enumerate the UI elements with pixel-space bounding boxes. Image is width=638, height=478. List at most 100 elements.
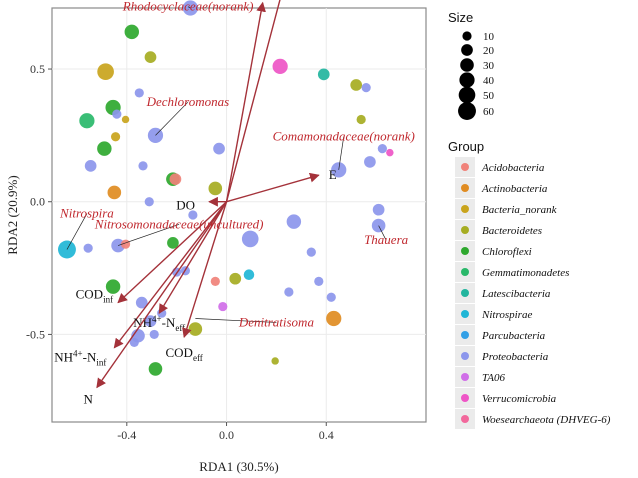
env-vector-label: DO	[176, 198, 195, 213]
taxon-point	[356, 114, 366, 125]
env-vector-label: E	[329, 167, 337, 182]
taxon-point	[314, 276, 324, 286]
size-legend-key	[462, 31, 472, 41]
size-legend-key	[460, 58, 474, 72]
taxon-point	[144, 197, 154, 207]
group-legend-key	[461, 394, 469, 402]
taxon-point	[148, 362, 163, 376]
taxon-point	[110, 132, 121, 142]
taxon-label-pointer	[378, 225, 387, 241]
taxon-point	[272, 58, 288, 74]
env-vector-arrow	[226, 172, 320, 203]
group-legend-label: Woesearchaeota (DHVEG-6)	[482, 414, 611, 426]
taxon-point	[188, 322, 203, 336]
env-vector-arrow	[117, 201, 228, 304]
taxon-point	[138, 161, 148, 171]
x-axis-title: RDA1 (30.5%)	[199, 459, 278, 474]
group-legend-label: Latescibacteria	[481, 288, 551, 300]
taxon-point	[124, 24, 140, 40]
group-legend-label: Verrucomicrobia	[482, 393, 557, 405]
env-vector-arrow	[225, 1, 266, 202]
taxon-point	[386, 148, 394, 157]
group-legend-label: Actinobacteria	[481, 183, 548, 195]
taxon-label-pointer	[338, 136, 345, 170]
group-legend-label: Nitrospirae	[481, 309, 532, 321]
taxon-point	[218, 301, 228, 312]
taxon-point	[169, 173, 182, 186]
taxon-point	[97, 141, 112, 156]
group-legend-key	[461, 331, 469, 339]
y-axis-title: RDA2 (20.9%)	[5, 175, 20, 254]
size-legend-label: 20	[483, 45, 495, 57]
env-vector-label: N	[83, 392, 93, 407]
group-legend-label: Bacteria_norank	[482, 204, 558, 216]
group-legend-label: Acidobacteria	[481, 162, 545, 174]
size-legend-key	[458, 102, 476, 120]
y-tick-label: 0.5	[30, 62, 45, 76]
taxa-points	[58, 0, 394, 376]
group-legend-title: Group	[448, 139, 484, 154]
taxon-point	[79, 113, 95, 129]
taxon-point	[83, 243, 93, 253]
taxon-point	[121, 115, 130, 124]
env-vector-label: CODinf	[76, 287, 113, 305]
taxon-label: Comamonadaceae(norank)	[273, 129, 415, 144]
y-tick-label: 0.0	[30, 195, 45, 209]
taxon-label: Nitrospira	[59, 206, 114, 221]
env-vector-arrow	[96, 201, 228, 389]
taxon-point	[135, 296, 148, 309]
taxon-point	[377, 144, 387, 154]
group-legend-key	[461, 247, 469, 255]
taxon-point	[271, 357, 279, 365]
group-legend: Group Acidobacteria Actinobacteria Bacteri…	[448, 139, 611, 429]
group-legend-label: Chloroflexi	[482, 246, 532, 258]
size-legend-label: 40	[483, 75, 495, 87]
taxon-point	[364, 156, 376, 168]
taxon-point	[105, 279, 121, 294]
taxon-point	[326, 310, 342, 327]
taxon-point	[210, 276, 220, 286]
size-legend-label: 60	[483, 106, 495, 118]
x-tick-label: 0.4	[319, 428, 334, 442]
env-vector-arrow	[225, 0, 281, 202]
taxon-point	[213, 142, 225, 155]
taxon-point	[149, 329, 159, 340]
taxon-point	[144, 51, 157, 63]
taxon-point	[167, 237, 179, 249]
taxon-point	[317, 68, 330, 81]
group-legend-key	[461, 289, 469, 297]
taxon-label: Denitratisoma	[238, 314, 315, 329]
group-legend-label: Proteobacteria	[481, 351, 549, 363]
taxon-point	[361, 83, 371, 93]
size-legend-title: Size	[448, 10, 473, 25]
taxon-point	[229, 272, 242, 285]
taxon-point	[107, 185, 122, 200]
x-tick-label: 0.0	[219, 428, 234, 442]
size-legend-label: 30	[483, 60, 495, 72]
taxon-label: Nitrosomonadaceae(uncultured)	[94, 216, 264, 231]
taxon-label-pointer	[155, 101, 189, 136]
taxon-label-pointer	[195, 318, 277, 323]
group-legend-label: Bacteroidetes	[482, 225, 542, 237]
size-legend-key	[459, 72, 475, 88]
taxon-label: Rhodocyclaceae(norank)	[122, 0, 254, 14]
x-tick-label: -0.4	[117, 428, 136, 442]
size-legend-key	[458, 86, 476, 104]
group-legend-key	[461, 205, 469, 213]
group-legend-key	[461, 310, 469, 318]
group-legend-key	[461, 184, 469, 192]
plot-panel	[51, 7, 427, 423]
taxon-label-pointer	[66, 213, 88, 250]
size-legend: Size 10 20 30 40 50 60	[448, 10, 495, 120]
group-legend-label: Gemmatimonadetes	[482, 267, 569, 279]
taxon-point	[326, 292, 336, 302]
taxon-point	[350, 79, 363, 91]
taxon-label-pointer	[117, 223, 180, 246]
group-legend-key	[461, 163, 469, 171]
taxon-label: Thauera	[364, 232, 409, 247]
taxon-point	[284, 287, 294, 297]
taxon-label: Dechloromonas	[146, 94, 230, 109]
taxon-point	[241, 230, 259, 248]
